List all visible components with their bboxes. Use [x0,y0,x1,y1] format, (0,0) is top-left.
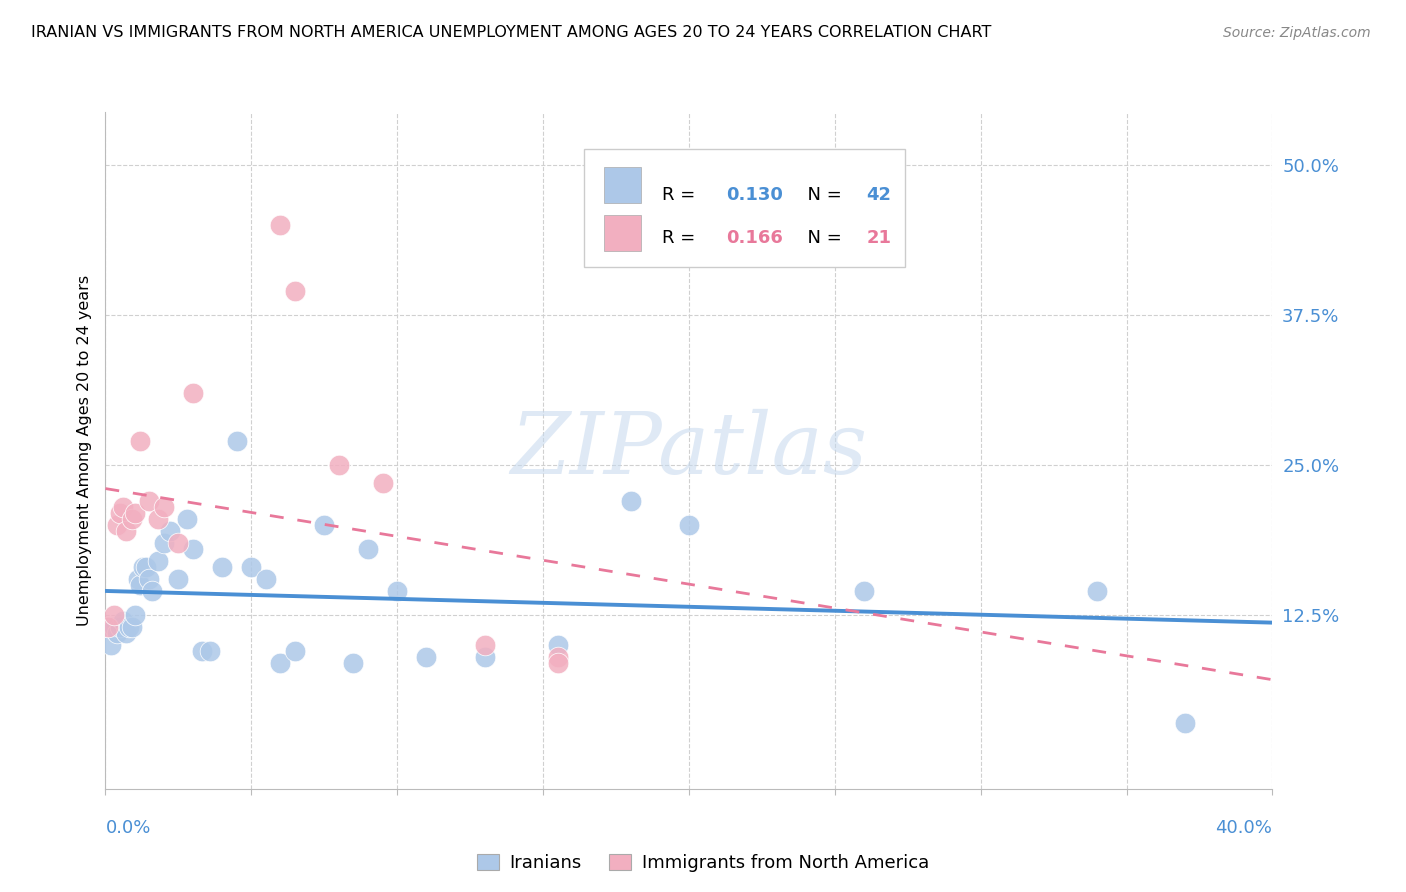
Point [474,639,496,653]
Point [124,507,146,521]
Point [385,584,409,599]
Legend: Iranians, Immigrants from North America: Iranians, Immigrants from North America [477,854,929,872]
Text: 0.0%: 0.0% [105,819,150,837]
Point [138,494,160,508]
Text: 0.166: 0.166 [727,229,783,247]
Point [129,578,152,592]
Point [474,650,496,665]
Point [415,650,437,665]
Point [103,608,125,623]
Point [547,657,569,671]
Point [159,524,181,539]
Point [118,620,141,634]
Point [97,620,120,634]
Point [200,644,222,658]
Point [115,524,138,539]
Point [357,542,380,557]
Point [108,620,131,634]
Point [225,434,247,449]
Point [105,626,128,640]
Point [141,584,163,599]
Text: 21: 21 [866,229,891,247]
Point [167,536,190,550]
Point [547,639,569,653]
Point [240,560,263,574]
Point [129,434,152,449]
Point [146,512,169,526]
Point [111,500,134,515]
Point [138,573,160,587]
Text: N =: N = [796,229,848,247]
Point [127,573,149,587]
Point [371,476,394,491]
Point [97,620,120,634]
Point [176,512,198,526]
Point [146,554,169,568]
Point [852,584,875,599]
Point [284,644,307,658]
Text: Source: ZipAtlas.com: Source: ZipAtlas.com [1223,26,1371,40]
Text: N =: N = [796,186,848,203]
Point [1087,584,1109,599]
Point [115,626,138,640]
Point [132,560,155,574]
Point [269,657,292,671]
Point [328,458,350,473]
Point [1174,716,1197,731]
Text: 40.0%: 40.0% [1216,819,1272,837]
FancyBboxPatch shape [603,215,641,251]
Point [121,620,143,634]
Point [111,615,134,629]
Point [100,639,122,653]
Point [167,573,190,587]
Point [103,620,125,634]
Point [181,386,204,401]
Point [619,494,641,508]
Point [269,219,292,233]
Text: IRANIAN VS IMMIGRANTS FROM NORTH AMERICA UNEMPLOYMENT AMONG AGES 20 TO 24 YEARS : IRANIAN VS IMMIGRANTS FROM NORTH AMERICA… [31,25,991,40]
Point [135,560,157,574]
Point [211,560,233,574]
FancyBboxPatch shape [603,168,641,202]
Point [181,542,204,557]
Point [254,573,277,587]
Text: ZIPatlas: ZIPatlas [510,409,868,491]
Point [678,518,700,533]
Point [547,650,569,665]
Point [121,512,143,526]
Point [153,500,174,515]
Point [342,657,364,671]
Point [190,644,212,658]
FancyBboxPatch shape [583,149,905,268]
Text: R =: R = [662,229,702,247]
Point [105,518,128,533]
Y-axis label: Unemployment Among Ages 20 to 24 years: Unemployment Among Ages 20 to 24 years [76,275,91,626]
Point [284,285,307,299]
Point [124,608,146,623]
Text: R =: R = [662,186,702,203]
Text: 0.130: 0.130 [727,186,783,203]
Text: 42: 42 [866,186,891,203]
Point [153,536,174,550]
Point [314,518,336,533]
Point [108,507,131,521]
